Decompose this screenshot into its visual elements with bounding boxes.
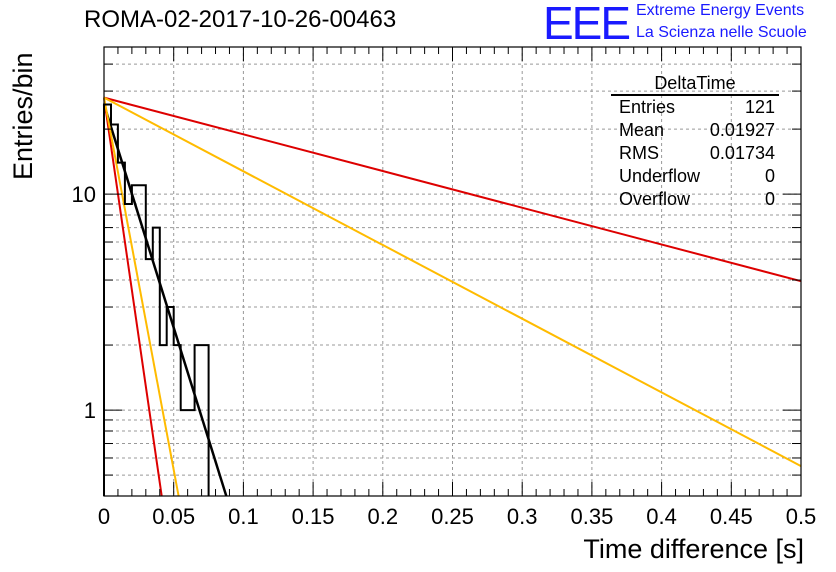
histogram-bin [104, 105, 111, 496]
stats-label: Entries [619, 97, 676, 117]
fit-curve-3 [103, 97, 180, 497]
grid-lines [104, 47, 801, 497]
x-tick-labels: 0 0.05 0.1 0.15 0.2 0.25 0.3 0.35 0.4 0.45 0.5 [98, 504, 816, 529]
stats-row-mean: Mean 0.01927 [611, 119, 783, 142]
histogram-bin [174, 345, 181, 496]
stats-label: Overflow [619, 189, 691, 209]
stats-label: Underflow [619, 166, 701, 186]
stats-box: DeltaTime Entries 121 Mean 0.01927 RMS 0… [611, 72, 783, 211]
x-tick-label: 0 [98, 504, 110, 529]
x-tick-label: 0.2 [368, 504, 399, 529]
histogram-bin [146, 259, 153, 496]
histogram-bin [153, 228, 160, 496]
stats-value: 0.01927 [709, 120, 775, 140]
stats-title: DeltaTime [611, 72, 779, 96]
chart-title: ROMA-02-2017-10-26-00463 [84, 6, 397, 33]
stats-label: Mean [619, 120, 665, 140]
eee-logo: EEE Extreme Energy Events La Scienza nel… [543, 0, 833, 49]
histogram-bin [125, 204, 132, 496]
x-tick-label: 0.15 [292, 504, 335, 529]
histogram-outline [103, 103, 210, 496]
histogram-bin [111, 125, 118, 496]
stats-row-underflow: Underflow 0 [611, 165, 783, 188]
axis-ticks [103, 47, 802, 497]
fit-curve-5 [103, 96, 802, 467]
logo-mark: EEE [543, 0, 631, 49]
stats-row-overflow: Overflow 0 [611, 188, 783, 211]
stats-row-rms: RMS 0.01734 [611, 142, 783, 165]
x-tick-label: 0.45 [710, 504, 753, 529]
histogram-bin [132, 185, 139, 496]
y-axis-label: Entries/bin [8, 52, 38, 180]
logo-line-2: La Scienza nelle Scuole [636, 24, 807, 41]
histogram-bin [167, 307, 174, 496]
stats-row-entries: Entries 121 [611, 96, 783, 119]
x-tick-label: 0.5 [786, 504, 817, 529]
y-tick-label: 1 [84, 398, 96, 423]
histogram-bin [202, 345, 209, 496]
histogram-bin [160, 345, 167, 496]
stats-label: RMS [619, 143, 659, 163]
stats-value: 0 [764, 189, 775, 209]
y-tick-labels: 1 10 [72, 182, 96, 423]
histogram [103, 103, 210, 496]
logo-line-1: Extreme Energy Events [636, 2, 805, 19]
stats-value: 121 [744, 97, 775, 117]
x-tick-label: 0.25 [431, 504, 474, 529]
stats-value: 0.01734 [709, 143, 775, 163]
x-tick-label: 0.05 [152, 504, 195, 529]
x-axis-label: Time difference [s] [583, 534, 804, 564]
y-tick-label: 10 [72, 182, 96, 207]
histogram-bin [181, 410, 188, 496]
histogram-bin [118, 163, 125, 496]
x-tick-label: 0.1 [228, 504, 259, 529]
histogram-bin [139, 185, 146, 496]
x-tick-label: 0.3 [507, 504, 538, 529]
histogram-bin [195, 345, 202, 496]
stats-value: 0 [764, 166, 775, 186]
fit-curve-4 [103, 96, 802, 283]
x-tick-label: 0.4 [646, 504, 677, 529]
fit-curve-2 [103, 97, 163, 497]
x-tick-label: 0.35 [570, 504, 613, 529]
histogram-bin [188, 410, 195, 496]
